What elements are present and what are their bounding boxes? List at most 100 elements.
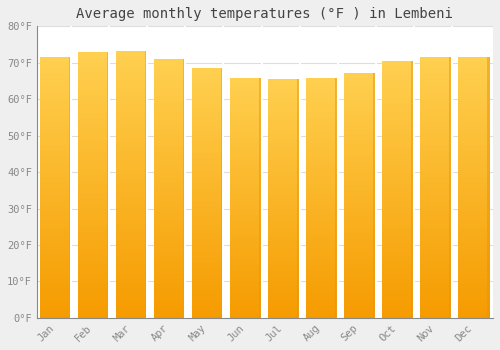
Bar	[420, 106, 452, 109]
Bar	[78, 307, 110, 310]
Bar	[116, 278, 148, 280]
Bar	[268, 136, 300, 139]
Bar	[420, 99, 452, 101]
Bar	[40, 177, 72, 180]
Bar	[268, 165, 300, 167]
Bar	[344, 195, 376, 198]
Bar	[458, 104, 490, 106]
Bar	[78, 102, 110, 105]
Bar	[420, 219, 452, 221]
Bar	[344, 259, 376, 261]
Bar	[116, 99, 148, 102]
Bar	[192, 265, 224, 268]
Bar	[268, 227, 300, 230]
Bar	[458, 237, 490, 239]
Bar	[230, 265, 262, 267]
Bar	[458, 203, 490, 206]
Bar	[230, 232, 262, 234]
Bar	[420, 266, 452, 268]
Bar	[230, 260, 262, 263]
Bar	[306, 86, 338, 88]
Bar	[154, 121, 186, 124]
Bar	[40, 260, 72, 263]
Bar	[306, 136, 338, 138]
Bar	[78, 113, 110, 116]
Bar	[268, 222, 300, 225]
Bar	[154, 116, 186, 119]
Bar	[382, 248, 414, 251]
Bar	[458, 122, 490, 125]
Bar	[154, 209, 186, 212]
Bar	[344, 114, 376, 117]
Bar	[420, 70, 452, 72]
Bar	[78, 291, 110, 294]
Bar	[154, 276, 186, 279]
Bar	[154, 93, 186, 96]
Bar	[116, 238, 148, 240]
Bar	[40, 67, 72, 70]
Bar	[268, 315, 300, 318]
Bar	[268, 260, 300, 263]
Bar	[192, 190, 224, 193]
Bar	[154, 233, 186, 235]
Bar	[116, 259, 148, 262]
Bar	[306, 282, 338, 284]
Bar	[154, 85, 186, 88]
Bar	[116, 214, 148, 217]
Bar	[154, 313, 186, 315]
Bar	[230, 315, 262, 318]
Bar	[154, 300, 186, 302]
Bar	[116, 139, 148, 142]
Bar	[458, 310, 490, 313]
Bar	[382, 295, 414, 297]
Bar	[458, 114, 490, 117]
Bar	[154, 101, 186, 103]
Bar	[116, 72, 148, 75]
Bar	[154, 72, 186, 75]
Bar	[268, 285, 300, 287]
Bar	[306, 311, 338, 313]
Bar	[382, 195, 414, 197]
Bar	[78, 286, 110, 289]
Bar	[344, 203, 376, 205]
Bar	[40, 60, 72, 62]
Bar	[458, 258, 490, 260]
Bar	[382, 182, 414, 184]
Bar	[458, 221, 490, 224]
Bar	[382, 151, 414, 153]
Bar	[344, 151, 376, 154]
Bar	[306, 186, 338, 189]
Bar	[154, 119, 186, 121]
Bar	[268, 287, 300, 289]
Bar	[192, 225, 224, 228]
Bar	[458, 78, 490, 80]
Bar	[458, 182, 490, 185]
Bar	[458, 208, 490, 211]
Bar	[40, 190, 72, 192]
Bar	[458, 62, 490, 65]
Bar	[344, 271, 376, 274]
Bar	[306, 191, 338, 193]
Bar	[268, 163, 300, 165]
Bar	[192, 238, 224, 240]
Bar	[306, 253, 338, 255]
Bar	[458, 60, 490, 62]
Bar	[420, 72, 452, 75]
Bar	[268, 115, 300, 117]
Bar	[154, 282, 186, 284]
Bar	[344, 215, 376, 217]
Bar	[40, 96, 72, 99]
Bar	[306, 124, 338, 126]
Bar	[230, 143, 262, 145]
Bar	[40, 239, 72, 242]
Bar	[116, 163, 148, 166]
Bar	[230, 92, 262, 95]
Bar	[78, 140, 110, 142]
Bar	[230, 210, 262, 212]
Bar	[230, 246, 262, 248]
Bar	[78, 289, 110, 291]
Bar	[230, 172, 262, 174]
Bar	[420, 271, 452, 273]
Bar	[420, 208, 452, 211]
Bar	[192, 223, 224, 225]
